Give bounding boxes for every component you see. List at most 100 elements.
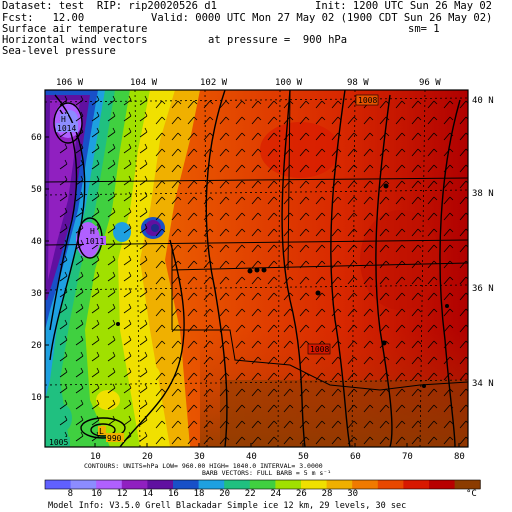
wind-barb <box>107 159 116 170</box>
wind-barb <box>203 180 214 189</box>
wind-barb <box>315 116 326 125</box>
wind-barb <box>427 436 438 445</box>
wind-barb <box>219 292 230 301</box>
wind-barb <box>203 356 214 365</box>
wind-barb <box>123 367 132 378</box>
wind-barb <box>123 399 132 410</box>
wind-barb <box>75 271 84 282</box>
forecast-hour: Fcst: 12.00 <box>2 12 85 24</box>
wind-barb <box>267 100 278 109</box>
wind-barb <box>107 143 116 154</box>
wind-barb <box>331 356 342 365</box>
wind-barb <box>411 132 422 141</box>
field-slp: Sea-level pressure <box>2 45 116 57</box>
wind-barb <box>91 159 100 170</box>
wind-barb <box>91 255 100 266</box>
wind-barb <box>251 100 262 109</box>
wind-barb <box>363 212 374 221</box>
wind-barb <box>379 436 390 445</box>
wind-barb <box>187 164 198 173</box>
wind-barb <box>203 372 214 381</box>
wind-barb <box>427 100 438 109</box>
wind-barb <box>59 399 68 410</box>
wind-barb <box>139 207 148 218</box>
wind-barb <box>91 95 100 106</box>
wind-barb <box>75 95 84 106</box>
wind-barb <box>107 239 116 250</box>
wind-barb <box>331 420 342 429</box>
wind-barb <box>363 308 374 317</box>
colorbar-tick-label: 22 <box>245 489 256 499</box>
wind-barb <box>331 212 342 221</box>
wind-barb <box>59 191 68 202</box>
wind-barb <box>379 292 390 301</box>
wind-barb <box>59 143 68 154</box>
wind-barb <box>123 255 132 266</box>
wind-barb <box>139 127 148 138</box>
wind-barb <box>219 148 230 157</box>
wind-barb <box>139 335 148 346</box>
wind-barb <box>123 239 132 250</box>
colorbar-tick-label: 26 <box>296 489 307 499</box>
wind-barb <box>75 367 84 378</box>
wind-barb <box>331 340 342 349</box>
wind-barb <box>171 324 182 333</box>
wind-barb <box>299 100 310 109</box>
colorbar-tick-label: 20 <box>219 489 230 499</box>
wind-barb <box>331 388 342 397</box>
wind-barb <box>427 308 438 317</box>
wind-barb <box>395 292 406 301</box>
wind-barb <box>139 95 148 106</box>
wind-barb <box>59 255 68 266</box>
isobars <box>49 90 461 447</box>
wind-barb <box>251 180 262 189</box>
wind-barb <box>299 404 310 413</box>
dataset-label: Dataset: test RIP: rip20020526 d1 <box>2 0 217 12</box>
wind-barb <box>235 212 246 221</box>
wind-barb <box>235 372 246 381</box>
wind-barb <box>75 351 84 362</box>
wind-barb <box>283 356 294 365</box>
wind-barb <box>155 228 166 237</box>
wind-barb <box>379 420 390 429</box>
colorbar-tick-label: 10 <box>91 489 102 499</box>
wind-barb <box>219 180 230 189</box>
colorbar-swatch <box>224 480 251 489</box>
lon-label: 106 W <box>56 78 84 88</box>
wind-barb <box>107 111 116 122</box>
wind-barb <box>123 271 132 282</box>
wind-barb <box>315 356 326 365</box>
wind-barb <box>59 351 68 362</box>
wind-barb <box>235 388 246 397</box>
wind-barb <box>235 100 246 109</box>
wind-barb <box>315 324 326 333</box>
wind-barb <box>299 116 310 125</box>
wind-barb <box>171 100 182 109</box>
colorbar-swatch <box>45 480 72 489</box>
wind-barb <box>155 324 166 333</box>
wind-barb <box>315 420 326 429</box>
wind-barb <box>235 180 246 189</box>
wind-barb <box>347 404 358 413</box>
wind-barb <box>251 292 262 301</box>
wind-barb <box>427 196 438 205</box>
wind-barb <box>427 228 438 237</box>
wind-barb <box>363 276 374 285</box>
wind-barb <box>411 212 422 221</box>
wind-barb <box>75 399 84 410</box>
wind-barb <box>379 260 390 269</box>
wind-barb <box>235 116 246 125</box>
wind-barb <box>347 372 358 381</box>
wind-barb <box>443 228 454 237</box>
wind-barb <box>411 404 422 413</box>
colorbar-swatch <box>377 480 404 489</box>
wind-barb <box>443 404 454 413</box>
wind-barb <box>395 420 406 429</box>
lon-label: 100 W <box>275 78 303 88</box>
wind-barb <box>443 148 454 157</box>
wind-barb <box>235 324 246 333</box>
wind-barb <box>123 415 132 426</box>
station-markers <box>116 183 449 388</box>
wind-barb <box>267 388 278 397</box>
wind-barb <box>251 164 262 173</box>
